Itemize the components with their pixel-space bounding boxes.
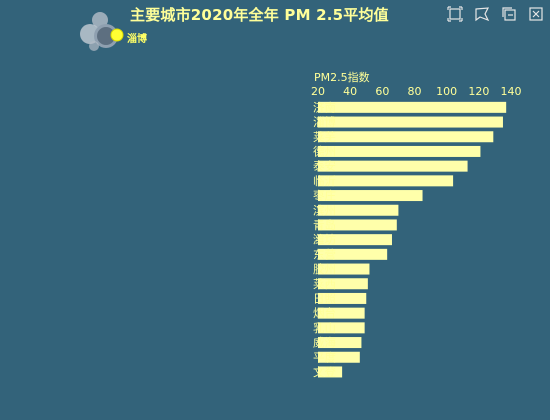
- category-label: 滨州: [313, 203, 336, 217]
- category-label: 文登: [313, 365, 336, 379]
- category-label: 枣庄: [313, 189, 336, 203]
- category-label: 泰安: [313, 159, 336, 173]
- bar[interactable]: [318, 219, 397, 231]
- tick-label: 60: [375, 85, 389, 98]
- bar[interactable]: [318, 101, 507, 113]
- bar[interactable]: [318, 292, 367, 304]
- restore-icon[interactable]: [501, 6, 517, 22]
- bar[interactable]: [318, 322, 365, 334]
- bar[interactable]: [318, 351, 360, 363]
- bar[interactable]: [318, 160, 468, 172]
- category-label: 潍坊: [313, 233, 336, 247]
- category-label: 莱芜: [313, 130, 336, 144]
- tick-label: 20: [311, 85, 325, 98]
- toolbox: [447, 6, 544, 22]
- bar[interactable]: [318, 263, 370, 275]
- bar[interactable]: [318, 234, 392, 246]
- tick-label: 120: [468, 85, 489, 98]
- bar[interactable]: [318, 175, 454, 187]
- bar[interactable]: [318, 337, 362, 349]
- page-title: 主要城市2020年全年 PM 2.5平均值: [130, 6, 389, 24]
- category-label: 东营: [313, 247, 336, 261]
- bar[interactable]: [318, 366, 343, 378]
- tick-label: 140: [501, 85, 522, 98]
- category-label: 日照: [313, 291, 336, 305]
- category-label: 德州: [313, 144, 336, 158]
- bar[interactable]: [318, 307, 365, 319]
- category-label: 烟台: [313, 306, 336, 320]
- bar[interactable]: [318, 190, 423, 202]
- tick-label: 80: [408, 85, 422, 98]
- zoom-icon[interactable]: [447, 6, 463, 22]
- camera-logo-icon: [80, 12, 124, 51]
- category-label: 莱西: [313, 277, 336, 291]
- close-icon[interactable]: [528, 6, 544, 22]
- tick-label: 100: [436, 85, 457, 98]
- category-label: 青岛: [313, 218, 336, 232]
- axis-name: PM2.5指数: [314, 70, 370, 84]
- bar[interactable]: [318, 131, 494, 143]
- category-label: 平度: [313, 350, 336, 364]
- category-label: 乳山: [313, 321, 336, 335]
- tick-label: 40: [343, 85, 357, 98]
- category-label: 威海: [313, 336, 336, 350]
- lasso-icon[interactable]: [474, 6, 490, 22]
- bar[interactable]: [318, 204, 399, 216]
- bar[interactable]: [318, 116, 503, 128]
- category-label: 胶州: [313, 262, 336, 276]
- category-label: 淄博: [313, 115, 336, 129]
- category-label: 济南: [313, 100, 336, 114]
- category-label: 临沂: [313, 174, 336, 188]
- logo-text: 淄博: [127, 34, 147, 45]
- bar[interactable]: [318, 278, 368, 290]
- bar[interactable]: [318, 145, 481, 157]
- bar[interactable]: [318, 248, 388, 260]
